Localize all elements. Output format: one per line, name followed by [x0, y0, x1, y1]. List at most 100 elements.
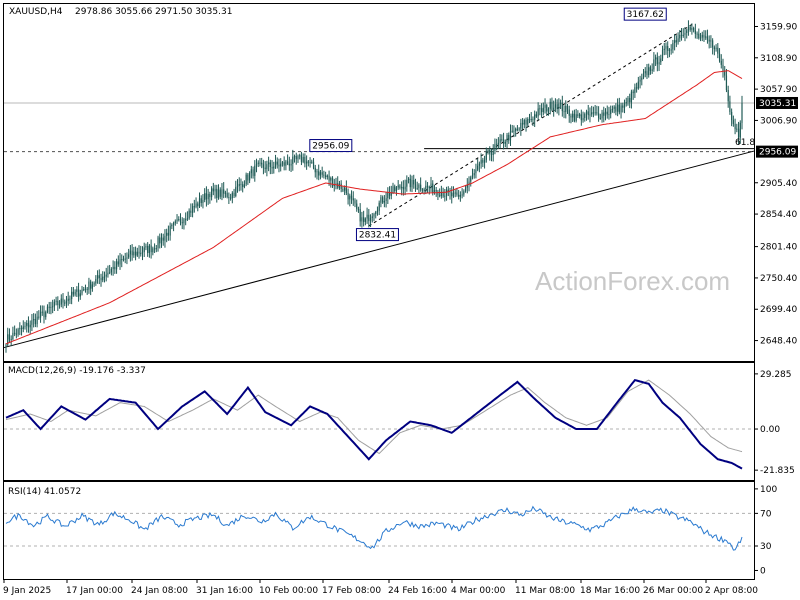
candle-body [191, 206, 194, 213]
candle-body [501, 139, 503, 141]
candle-body [157, 237, 159, 249]
candle-body [43, 311, 45, 318]
time-tick-label: 2 Apr 08:00 [705, 586, 758, 596]
candle-body [269, 162, 271, 168]
candle-body [349, 195, 351, 200]
candle-body [309, 161, 311, 163]
rsi-tick-label: 30 [760, 542, 772, 552]
time-axis: 9 Jan 2025 17 Jan 00:00 24 Jan 08:00 31 Jan… [3, 579, 758, 596]
candle-body [672, 43, 674, 50]
candle-body [295, 156, 297, 160]
candle-body [36, 316, 38, 325]
candle-body [84, 288, 87, 290]
candle-body [238, 183, 240, 186]
time-tick-label: 17 Feb 08:00 [322, 586, 381, 596]
price-tick-label: 3006.90 [760, 116, 797, 126]
candle-body [83, 289, 85, 291]
candle-body [554, 104, 557, 108]
candle-body [171, 224, 173, 227]
candle-body [499, 139, 501, 143]
candle-body [293, 156, 296, 158]
candle-body [594, 112, 596, 114]
candle-body [599, 118, 601, 120]
candle-body [290, 163, 292, 166]
time-tick-label: 4 Mar 00:00 [451, 586, 506, 596]
candle-body [359, 209, 361, 222]
candle-body [24, 325, 26, 327]
candle-body [489, 150, 491, 154]
moving-average-line [5, 70, 743, 345]
candle-body [511, 130, 513, 132]
candle-body [93, 283, 95, 285]
support-level-label-box [756, 145, 798, 158]
price-annotation-box [309, 139, 353, 153]
price-tick-label: 2648.40 [760, 337, 797, 347]
candle-body [618, 104, 620, 113]
candle-body [204, 193, 206, 200]
candle-body [402, 186, 404, 190]
candle-body [610, 109, 612, 115]
candle-body [497, 142, 499, 145]
candle-body [426, 185, 429, 188]
fib-ratio-label: 61.8 [735, 138, 755, 148]
candle-body [285, 161, 287, 166]
candle-body [166, 232, 168, 236]
candle-body [696, 33, 698, 35]
symbol-label: XAUUSD,H4 [9, 7, 63, 17]
candle-body [212, 188, 214, 192]
candle-body [452, 192, 455, 197]
candle-body [369, 217, 372, 222]
candle-body [732, 119, 734, 124]
candle-body [373, 214, 375, 217]
candle-body [466, 184, 468, 188]
candle-body [639, 79, 641, 82]
candle-body [561, 102, 563, 112]
candle-body [117, 261, 119, 265]
candle-body [138, 251, 140, 254]
candle-body [528, 119, 531, 121]
time-tick-label: 9 Jan 2025 [3, 586, 51, 596]
candle-body [200, 198, 202, 203]
candle-body [409, 178, 411, 188]
candle-body [121, 259, 123, 261]
candle-body [604, 111, 607, 116]
price-tick-label: 3108.90 [760, 54, 797, 64]
candle-body [566, 105, 569, 110]
candle-body [210, 188, 213, 198]
candle-body [278, 164, 280, 167]
candle-body [428, 187, 430, 189]
candle-body [544, 104, 546, 108]
candle-body [376, 210, 379, 213]
candle-body [197, 203, 199, 207]
candle-body [458, 194, 460, 197]
candle-body [223, 189, 225, 194]
candle-body [368, 214, 370, 222]
candle-body [506, 135, 508, 142]
candle-body [22, 326, 24, 330]
candle-body [366, 214, 368, 219]
candle-body [281, 162, 284, 164]
price-tick-label: 2905.40 [760, 179, 797, 189]
candle-body [606, 111, 608, 115]
macd-axis: 29.285 0.00 -21.835 [754, 370, 795, 476]
candle-body [737, 128, 740, 138]
candle-body [179, 219, 182, 223]
macd-tick-label: -21.835 [760, 466, 795, 476]
candle-body [741, 102, 743, 123]
candle-body [235, 187, 237, 196]
candle-body [8, 334, 11, 340]
candle-body [637, 81, 639, 89]
candle-body [17, 329, 19, 335]
macd-title: MACD(12,26,9) -19.176 -3.337 [8, 366, 146, 376]
candle-body [724, 71, 726, 76]
candle-body [439, 195, 441, 197]
candle-body [304, 157, 306, 164]
candle-body [306, 161, 308, 164]
candle-body [287, 161, 289, 164]
candle-body [502, 139, 505, 144]
rising-trendline [3, 150, 755, 349]
rsi-axis: 100 70 30 0 [754, 485, 777, 576]
candle-body [437, 191, 439, 196]
candle-body [665, 46, 667, 49]
